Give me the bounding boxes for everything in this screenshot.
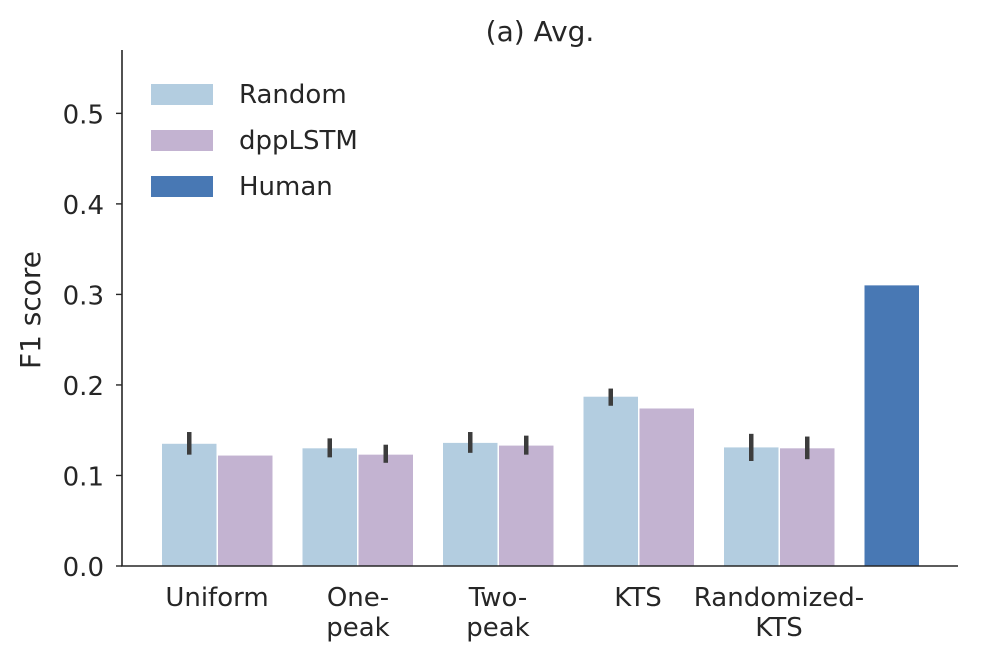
x-tick-label: Randomized-KTS <box>694 583 864 643</box>
bar-dpplstm <box>358 454 413 566</box>
plot-area <box>162 285 919 566</box>
bar-random <box>302 448 357 566</box>
y-tick-label: 0.2 <box>63 372 104 402</box>
y-tick-label: 0.1 <box>63 462 104 492</box>
y-tick-label: 0.5 <box>63 100 104 130</box>
legend-label: Human <box>239 172 333 202</box>
legend-label: Random <box>239 80 347 110</box>
legend-swatch-human <box>151 176 213 197</box>
bar-random <box>583 396 638 566</box>
legend-label: dppLSTM <box>239 126 358 156</box>
y-tick-label: 0.4 <box>63 191 104 221</box>
legend-swatch-dpplstm <box>151 130 213 151</box>
x-tick-label: One-peak <box>326 583 390 643</box>
x-tick-label: KTS <box>614 583 661 613</box>
y-axis-label: F1 score <box>14 251 47 369</box>
bar-dpplstm <box>499 445 554 566</box>
bar-dpplstm <box>780 448 835 566</box>
bar-human <box>864 285 919 566</box>
bar-dpplstm <box>218 455 273 566</box>
bar-random <box>443 442 498 566</box>
bar-random <box>162 443 217 566</box>
chart-title: (a) Avg. <box>486 15 595 48</box>
x-tick-label: Two-peak <box>466 583 530 643</box>
y-tick-label: 0.3 <box>63 281 104 311</box>
x-tick-label: Uniform <box>165 583 268 613</box>
y-tick-label: 0.0 <box>63 553 104 583</box>
bar-dpplstm <box>639 408 694 566</box>
legend: Random dppLSTM Human <box>151 80 358 202</box>
legend-swatch-random <box>151 84 213 105</box>
bar-random <box>724 447 779 566</box>
